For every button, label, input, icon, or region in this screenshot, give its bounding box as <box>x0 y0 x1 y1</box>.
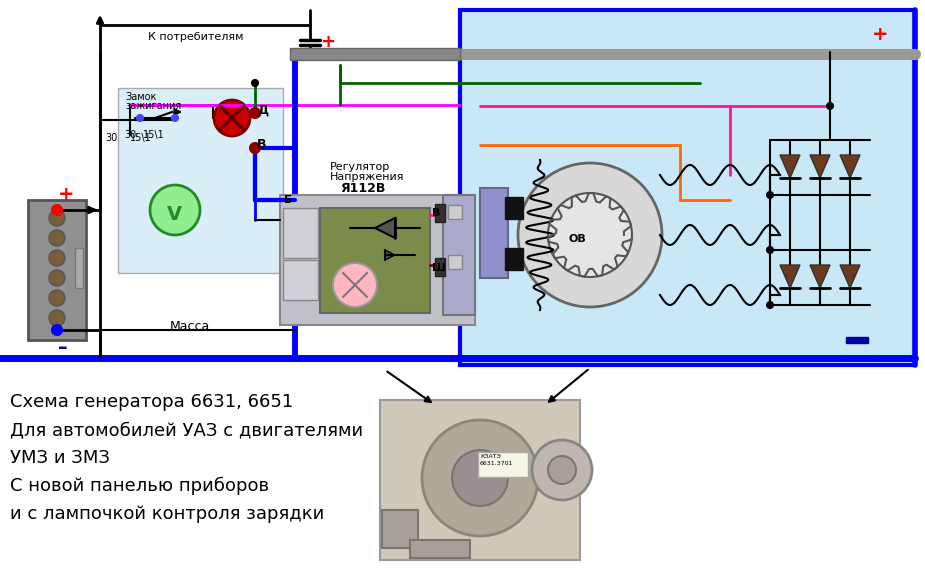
Text: Масса: Масса <box>170 320 210 333</box>
Text: Б: Б <box>284 195 292 205</box>
Text: КЗАТЭ: КЗАТЭ <box>480 454 500 459</box>
Circle shape <box>333 263 377 307</box>
Polygon shape <box>385 250 395 260</box>
Circle shape <box>767 302 773 308</box>
Circle shape <box>250 143 260 153</box>
Text: Замок: Замок <box>125 92 156 102</box>
Text: и с лампочкой контроля зарядки: и с лампочкой контроля зарядки <box>10 505 325 523</box>
Circle shape <box>252 80 258 86</box>
Circle shape <box>548 193 632 277</box>
Text: 15\1: 15\1 <box>143 130 165 140</box>
Circle shape <box>250 108 260 118</box>
Bar <box>505 197 523 219</box>
Circle shape <box>137 115 143 121</box>
Bar <box>118 88 283 273</box>
Text: 6631.3701: 6631.3701 <box>480 461 513 466</box>
Bar <box>505 248 523 270</box>
Text: 30: 30 <box>124 130 136 140</box>
Circle shape <box>548 456 576 484</box>
Bar <box>410 540 470 558</box>
Bar <box>320 208 430 313</box>
Bar <box>448 255 462 269</box>
Bar <box>478 452 528 477</box>
Bar <box>280 195 475 325</box>
Text: Для автомобилей УАЗ с двигателями: Для автомобилей УАЗ с двигателями <box>10 421 364 439</box>
Text: С новой панелью приборов: С новой панелью приборов <box>10 477 269 495</box>
Circle shape <box>49 270 65 286</box>
Polygon shape <box>780 155 800 178</box>
Bar <box>460 10 915 365</box>
Text: +: + <box>320 33 335 51</box>
Text: Схема генератора 6631, 6651: Схема генератора 6631, 6651 <box>10 393 293 411</box>
Circle shape <box>49 290 65 306</box>
Polygon shape <box>840 265 860 288</box>
Circle shape <box>49 250 65 266</box>
Polygon shape <box>810 265 830 288</box>
Bar <box>846 337 868 343</box>
Bar <box>435 258 445 276</box>
Bar <box>380 400 580 560</box>
Text: зажигания: зажигания <box>125 101 181 111</box>
Text: ОВ: ОВ <box>568 234 586 244</box>
Circle shape <box>452 450 508 506</box>
Polygon shape <box>840 155 860 178</box>
Circle shape <box>49 230 65 246</box>
Circle shape <box>172 115 178 121</box>
Text: V: V <box>167 206 182 224</box>
Text: +: + <box>871 25 888 44</box>
Text: В: В <box>432 208 440 218</box>
Circle shape <box>214 100 250 136</box>
Text: К потребителям: К потребителям <box>148 32 243 42</box>
Bar <box>443 195 475 315</box>
Circle shape <box>49 210 65 226</box>
Circle shape <box>532 440 592 500</box>
Bar <box>75 248 83 288</box>
Circle shape <box>49 310 65 326</box>
Bar <box>435 204 445 222</box>
Text: –: – <box>58 338 68 357</box>
Circle shape <box>422 420 538 536</box>
Text: Я112В: Я112В <box>340 182 386 195</box>
Bar <box>382 510 418 548</box>
Circle shape <box>518 163 662 307</box>
Text: Ш: Ш <box>432 263 446 273</box>
Bar <box>28 200 86 340</box>
Polygon shape <box>375 218 395 238</box>
Bar <box>480 188 508 278</box>
Text: Д: Д <box>257 104 268 117</box>
Bar <box>283 208 318 258</box>
Circle shape <box>150 185 200 235</box>
Polygon shape <box>780 265 800 288</box>
Text: 15\1: 15\1 <box>130 133 152 143</box>
Circle shape <box>251 109 259 117</box>
Text: В: В <box>257 138 266 152</box>
Bar <box>448 205 462 219</box>
Circle shape <box>767 192 773 198</box>
Text: 30: 30 <box>105 133 117 143</box>
Circle shape <box>767 247 773 253</box>
Circle shape <box>52 205 62 215</box>
Text: Напряжения: Напряжения <box>330 172 404 182</box>
Text: +: + <box>58 185 75 204</box>
Bar <box>283 260 318 300</box>
Circle shape <box>251 144 259 152</box>
Circle shape <box>52 325 62 335</box>
Text: Регулятор: Регулятор <box>330 162 390 172</box>
Polygon shape <box>810 155 830 178</box>
Text: УМЗ и ЗМЗ: УМЗ и ЗМЗ <box>10 449 110 467</box>
Circle shape <box>827 103 833 109</box>
Text: –: – <box>851 332 859 350</box>
Bar <box>290 48 460 60</box>
